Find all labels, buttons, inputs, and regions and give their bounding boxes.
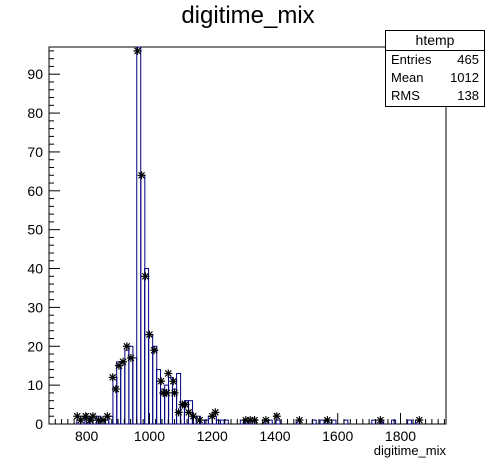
data-marker [108,373,117,382]
y-tick-label: 80 [27,105,43,121]
histogram-bin [176,372,182,425]
data-marker [111,385,120,394]
data-marker [189,412,198,421]
y-tick-label: 40 [27,261,43,277]
data-marker [119,357,128,366]
data-marker [250,416,259,425]
stats-entries-label: Entries [391,52,432,67]
histogram-bin [407,419,413,425]
x-axis: 800 1000 1200 1400 1600 1800 [54,413,445,444]
x-tick-label: 1200 [197,428,228,444]
x-axis-label: digitime_mix [373,443,446,458]
data-marker [122,342,131,351]
data-marker [150,346,159,355]
y-tick-label: 90 [27,66,43,82]
y-tick-label: 0 [35,416,43,432]
y-tick-label: 20 [27,338,43,354]
stats-rms-label: RMS [391,88,420,103]
data-marker [211,408,220,417]
data-marker [88,412,97,421]
x-tick-label: 1000 [134,428,165,444]
data-marker [157,377,166,386]
histogram-bars [76,46,420,425]
stats-mean-label: Mean [391,70,424,85]
stats-mean-value: 1012 [450,70,479,85]
data-marker [137,171,146,180]
histogram-bin [136,46,142,425]
data-marker [174,408,183,417]
chart-title: digitime_mix [181,2,315,29]
stats-box: htemp Entries 465 Mean 1012 RMS 138 [385,30,485,107]
data-marker [133,46,142,55]
data-marker [164,369,173,378]
x-tick-label: 1800 [385,428,416,444]
data-marker [376,416,385,425]
x-tick-label: 1400 [259,428,290,444]
data-markers [73,46,424,425]
histogram-bin [331,419,337,425]
stats-mean-row: Mean 1012 [386,69,484,87]
data-marker [103,412,112,421]
stats-entries-row: Entries 465 [386,51,484,69]
stats-rms-row: RMS 138 [386,87,484,105]
data-marker [126,353,135,362]
data-marker [162,388,171,397]
data-marker [170,388,179,397]
data-marker [145,330,154,339]
y-tick-label: 60 [27,183,43,199]
stats-entries-value: 465 [457,52,479,67]
stats-box-title: htemp [386,31,484,51]
data-marker [272,412,281,421]
stats-rms-value: 138 [457,88,479,103]
data-marker [181,400,190,409]
histogram-bin [391,419,397,425]
x-tick-label: 1600 [322,428,353,444]
data-marker [184,408,193,417]
data-marker [141,272,150,281]
y-axis: 0 10 20 30 40 50 60 70 80 90 [27,50,60,432]
y-tick-label: 30 [27,299,43,315]
data-marker [295,416,304,425]
y-tick-label: 50 [27,222,43,238]
data-marker [169,377,178,386]
histogram-bin [275,419,281,425]
y-tick-label: 70 [27,144,43,160]
histogram-bin [120,361,126,425]
x-tick-label: 800 [75,428,99,444]
y-tick-label: 10 [27,377,43,393]
data-marker [323,416,332,425]
